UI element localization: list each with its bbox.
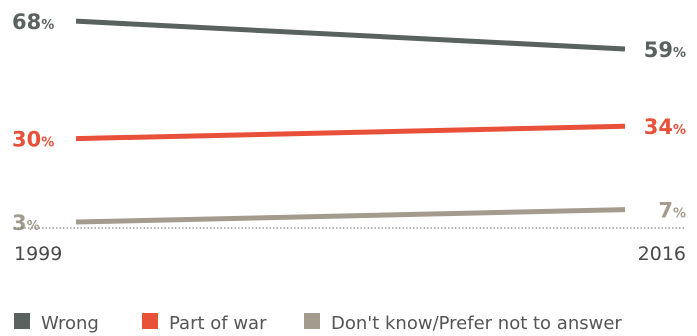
legend-item-part-of-war: Part of war	[142, 313, 267, 334]
data-label-part-of-war-start: 30%	[12, 128, 54, 152]
series-line-part-of-war	[75, 123, 626, 142]
data-label-don-t-know-prefer-not-to-answer-end: 7%	[658, 199, 686, 223]
legend-swatch-part-of-war	[142, 313, 158, 329]
data-label-wrong-end: 59%	[644, 38, 686, 62]
series-line-don-t-know-prefer-not-to-answer	[75, 207, 626, 225]
legend: Wrong Part of war Don't know/Prefer not to…	[14, 313, 622, 334]
data-label-don-t-know-prefer-not-to-answer-start: 3%	[12, 211, 40, 235]
data-label-part-of-war-end: 34%	[644, 115, 686, 139]
legend-swatch-don-t-know-prefer-not-to-answer	[304, 313, 320, 329]
legend-swatch-wrong	[14, 313, 30, 329]
data-label-layer: 68% 59% 30% 34% 3% 7%	[12, 10, 686, 235]
legend-item-wrong: Wrong	[14, 313, 99, 334]
data-label-wrong-start: 68%	[12, 10, 54, 34]
x-tick-label-end: 2016	[638, 243, 686, 265]
legend-item-don-t-know-prefer-not-to-answer: Don't know/Prefer not to answer	[304, 313, 622, 334]
x-tick-label-start: 1999	[14, 243, 62, 265]
legend-label-wrong: Wrong	[41, 313, 99, 334]
series-layer	[75, 18, 626, 225]
legend-label-don-t-know-prefer-not-to-answer: Don't know/Prefer not to answer	[331, 313, 622, 334]
legend-label-part-of-war: Part of war	[169, 313, 267, 334]
series-line-wrong	[75, 18, 626, 52]
